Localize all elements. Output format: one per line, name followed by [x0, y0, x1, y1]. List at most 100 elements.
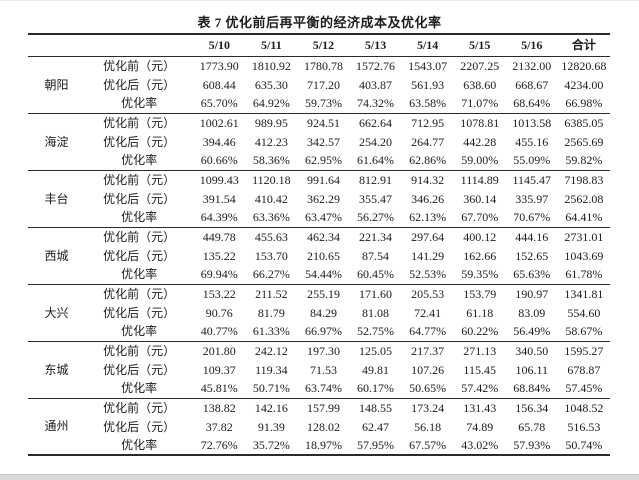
value-cell: 70.67%	[513, 210, 551, 225]
value-cell: 360.14	[463, 191, 497, 206]
value-cell: 1002.61	[199, 115, 239, 130]
district-group: 大兴 优化前（元） 153.22 211.52 255.19 171.60 205.53 15…	[28, 284, 610, 341]
value-cell: 242.12	[254, 343, 288, 358]
row-label: 优化后（元）	[103, 134, 176, 149]
value-cell: 335.97	[515, 191, 549, 206]
table-row: 优化率 45.81% 50.71% 63.74% 60.17% 50.65% 57.42% 6…	[28, 379, 610, 398]
page-bottom-edge	[0, 474, 639, 480]
value-cell: 346.26	[411, 191, 445, 206]
value-cell: 914.32	[411, 172, 445, 187]
table-row: 优化率 64.39% 63.36% 63.47% 56.27% 62.13% 67.70% 7…	[28, 208, 610, 227]
value-cell: 66.97%	[304, 324, 342, 339]
value-cell: 211.52	[255, 286, 288, 301]
row-label: 优化后（元）	[103, 305, 176, 320]
table-row: 优化后（元） 608.44 635.30 717.20 403.87 561.93 638.…	[28, 75, 610, 94]
value-cell: 142.16	[254, 400, 288, 415]
value-cell: 1341.81	[564, 286, 604, 301]
value-cell: 74.89	[466, 419, 494, 434]
row-label: 优化前（元）	[103, 400, 176, 415]
row-label: 优化前（元）	[103, 343, 176, 358]
value-cell: 264.77	[411, 134, 445, 149]
value-cell: 255.19	[306, 286, 340, 301]
row-label: 优化前（元）	[103, 172, 176, 187]
value-cell: 63.58%	[409, 96, 447, 111]
value-cell: 54.44%	[304, 267, 342, 282]
row-label: 优化后（元）	[103, 191, 176, 206]
value-cell: 50.71%	[252, 381, 290, 396]
value-cell: 668.67	[515, 77, 549, 92]
value-cell: 271.13	[463, 343, 497, 358]
value-cell: 40.77%	[200, 324, 238, 339]
value-cell: 59.82%	[565, 153, 603, 168]
value-cell: 67.57%	[409, 438, 447, 452]
value-cell: 68.84%	[513, 381, 551, 396]
value-cell: 65.70%	[200, 96, 238, 111]
header-empty-district	[28, 34, 85, 56]
value-cell: 635.30	[254, 77, 288, 92]
value-cell: 205.53	[411, 286, 445, 301]
value-cell: 62.13%	[409, 210, 447, 225]
value-cell: 64.92%	[252, 96, 290, 111]
value-cell: 148.55	[359, 400, 393, 415]
row-label: 优化前（元）	[103, 58, 176, 73]
value-cell: 400.12	[463, 229, 497, 244]
value-cell: 81.79	[257, 305, 285, 320]
value-cell: 69.94%	[200, 267, 238, 282]
value-cell: 59.35%	[461, 267, 499, 282]
value-cell: 924.51	[306, 115, 340, 130]
table-row: 优化后（元） 135.22 153.70 210.65 87.54 141.29 162.6…	[28, 246, 610, 265]
table-row: 优化后（元） 391.54 410.42 362.29 355.47 346.26 360.…	[28, 189, 610, 208]
value-cell: 462.34	[306, 229, 340, 244]
table-row: 东城 优化前（元） 201.80 242.12 197.30 125.05 217.37 27…	[28, 341, 610, 376]
column-header-date: 5/13	[364, 38, 387, 53]
value-cell: 58.36%	[252, 153, 290, 168]
value-cell: 153.70	[254, 248, 288, 263]
value-cell: 107.26	[411, 362, 445, 377]
table-row: 优化后（元） 394.46 412.23 342.57 254.20 264.77 442.…	[28, 132, 610, 151]
value-cell: 444.16	[515, 229, 549, 244]
row-label: 优化率	[121, 267, 158, 282]
value-cell: 221.34	[359, 229, 393, 244]
value-cell: 131.43	[463, 400, 497, 415]
value-cell: 138.82	[202, 400, 236, 415]
value-cell: 52.53%	[409, 267, 447, 282]
value-cell: 62.47	[362, 419, 390, 434]
value-cell: 119.34	[255, 362, 288, 377]
value-cell: 57.45%	[565, 381, 603, 396]
row-label: 优化率	[121, 438, 158, 452]
table-row: 优化率 69.94% 66.27% 54.44% 60.45% 52.53% 59.35% 6…	[28, 265, 610, 284]
table-row: 通州 优化前（元） 138.82 142.16 157.99 148.55 173.24 13…	[28, 398, 610, 433]
value-cell: 7198.83	[564, 172, 604, 187]
value-cell: 201.80	[202, 343, 236, 358]
value-cell: 449.78	[202, 229, 236, 244]
value-cell: 57.93%	[513, 438, 551, 452]
row-label: 优化率	[121, 210, 158, 225]
value-cell: 66.98%	[565, 96, 603, 111]
district-group: 朝阳 优化前（元） 1773.90 1810.92 1780.78 1572.76 1543…	[28, 56, 610, 113]
value-cell: 37.82	[205, 419, 233, 434]
value-cell: 455.63	[254, 229, 288, 244]
district-label: 通州	[44, 419, 69, 434]
value-cell: 65.78	[518, 419, 546, 434]
table-row: 丰台 优化前（元） 1099.43 1120.18 991.64 812.91 914.32…	[28, 170, 610, 205]
table-row: 优化率 40.77% 61.33% 66.97% 52.75% 64.77% 60.22% 5…	[28, 322, 610, 341]
value-cell: 125.05	[359, 343, 393, 358]
value-cell: 157.99	[306, 400, 340, 415]
value-cell: 1013.58	[512, 115, 552, 130]
value-cell: 717.20	[306, 77, 340, 92]
value-cell: 554.60	[567, 305, 601, 320]
value-cell: 342.57	[306, 134, 340, 149]
value-cell: 66.27%	[252, 267, 290, 282]
value-cell: 109.37	[202, 362, 236, 377]
column-header-date: 5/11	[261, 38, 282, 53]
value-cell: 56.49%	[513, 324, 551, 339]
value-cell: 297.64	[411, 229, 445, 244]
row-label: 优化后（元）	[103, 362, 176, 377]
row-label: 优化后（元）	[103, 419, 176, 434]
value-cell: 81.08	[362, 305, 390, 320]
value-cell: 2731.01	[564, 229, 604, 244]
value-cell: 55.09%	[513, 153, 551, 168]
value-cell: 83.09	[518, 305, 546, 320]
value-cell: 340.50	[515, 343, 549, 358]
district-label: 东城	[44, 362, 69, 377]
